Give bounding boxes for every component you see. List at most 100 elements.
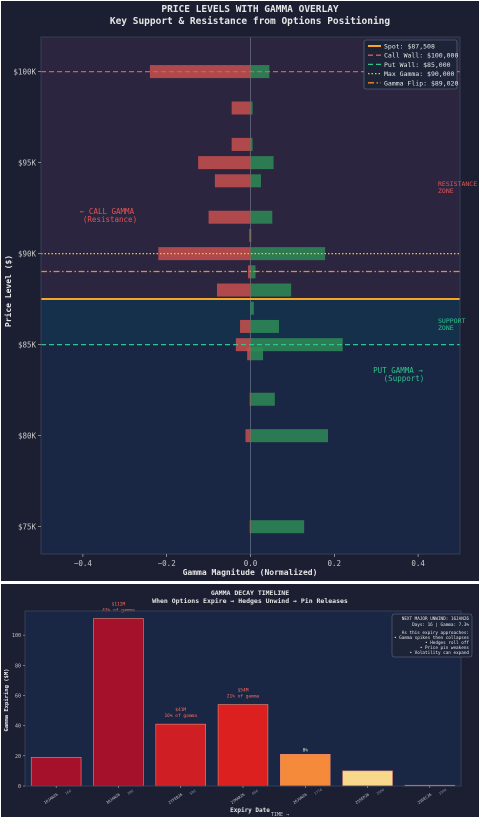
info-line-6: • Price pin weakens xyxy=(420,645,470,651)
y-tick-label: 100 xyxy=(12,633,21,639)
y-tick-label: 0 xyxy=(18,784,21,790)
call-gamma-bar xyxy=(198,156,251,170)
reference-lines xyxy=(41,70,460,346)
put-gamma-bar xyxy=(250,319,279,333)
chart1-x-ticks: −0.4 −0.2 0.0 0.2 0.4 xyxy=(74,554,425,568)
bar-value-label: $54M xyxy=(238,688,249,694)
call-gamma-bar xyxy=(214,174,251,188)
call-gamma-bar xyxy=(249,392,251,406)
bar-value-label: $41M xyxy=(175,707,186,713)
put-gamma-bar xyxy=(250,265,256,279)
put-gamma-bar xyxy=(250,301,254,315)
legend-box xyxy=(363,39,458,90)
call-gamma-bar xyxy=(249,228,251,242)
chart1-y-ticks: $75K $80K $85K $90K $95K $100K xyxy=(13,68,41,532)
resistance-zone-label: RESISTANCE xyxy=(438,180,477,188)
x-tick-label: −0.4 xyxy=(74,559,93,568)
info-line-7: • Volatility can expand xyxy=(410,650,470,656)
x-tick-label: −0.2 xyxy=(158,559,176,568)
info-line-1: NEXT MAJOR UNWIND: 16JAN26 xyxy=(402,616,470,622)
put-gamma-bar xyxy=(250,429,329,443)
info-box-frame xyxy=(391,613,473,658)
chart2-subtitle: When Options Expire → Hedges Unwind → Pi… xyxy=(152,597,348,605)
call-gamma-annotation: ← CALL GAMMA xyxy=(80,207,135,216)
chart2-y-ticks: 0 20 40 60 80 100 xyxy=(12,633,25,790)
put-gamma-annotation: PUT GAMMA → xyxy=(373,366,423,375)
chart2-xlabel-suffix: TIME → xyxy=(271,812,289,818)
legend-label-call-wall: Call Wall: $100,000 xyxy=(384,52,458,60)
y-tick-label: $90K xyxy=(18,250,37,259)
call-gamma-bar xyxy=(249,520,251,534)
expiry-bar xyxy=(155,723,206,787)
resistance-zone-label-sub: ZONE xyxy=(438,187,454,195)
y-tick-label: $100K xyxy=(13,68,36,77)
expiry-bar xyxy=(217,704,269,787)
support-zone-label-sub: ZONE xyxy=(438,324,454,332)
put-gamma-annotation-sub: (Support) xyxy=(384,374,425,383)
chart2-ylabel: Gamma Expiring ($M) xyxy=(4,669,10,732)
chart1-bars xyxy=(149,65,343,534)
put-gamma-bar xyxy=(250,247,326,261)
put-gamma-bar xyxy=(250,156,274,170)
call-gamma-bar xyxy=(240,319,251,333)
call-gamma-bar xyxy=(149,65,251,79)
legend-label-spot: Spot: $87,508 xyxy=(384,43,435,51)
chart1-ylabel: Price Level ($) xyxy=(3,255,13,327)
y-tick-label: 80 xyxy=(15,663,21,669)
x-tick-days: 359d xyxy=(438,788,447,796)
put-gamma-bar xyxy=(250,101,253,115)
y-tick-label: $85K xyxy=(18,341,37,350)
expiry-bar xyxy=(342,770,393,787)
expiry-bar xyxy=(30,757,82,787)
x-tick-label: 0.4 xyxy=(411,559,425,568)
call-gamma-annotation-sub: (Resistance) xyxy=(83,215,137,224)
call-gamma-bar xyxy=(231,101,251,115)
y-tick-label: 40 xyxy=(15,724,21,730)
support-zone-label: SUPPORT xyxy=(438,317,465,325)
chart1-xlabel: Gamma Magnitude (Normalized) xyxy=(183,567,318,577)
info-line-3: As this expiry approaches: xyxy=(402,630,469,636)
put-gamma-bar xyxy=(250,347,264,361)
unwind-info-box: NEXT MAJOR UNWIND: 16JAN26 Days: 16 | Ga… xyxy=(391,613,473,658)
x-tick-days: 177d xyxy=(314,788,323,796)
put-gamma-bar xyxy=(250,137,253,151)
call-gamma-bar xyxy=(158,247,251,261)
expiry-bar xyxy=(93,618,144,787)
info-line-4: • Gamma spikes then collapses xyxy=(394,635,469,641)
call-gamma-bar xyxy=(247,347,251,361)
chart1-subtitle: Key Support & Resistance from Options Po… xyxy=(110,16,391,27)
x-tick-days: 86d xyxy=(251,789,258,796)
bar-share-label: 21% of gamma xyxy=(227,694,260,700)
y-tick-label: $95K xyxy=(18,159,37,168)
x-tick-days: 268d xyxy=(376,788,385,796)
call-gamma-bar xyxy=(216,283,251,297)
legend-label-put-wall: Put Wall: $85,000 xyxy=(384,61,451,69)
legend-label-gamma-flip: Gamma Flip: $89,020 xyxy=(384,79,458,87)
put-gamma-bar xyxy=(250,392,275,406)
x-tick-days: 58d xyxy=(189,789,196,796)
put-gamma-bar xyxy=(250,228,252,242)
y-tick-label: 20 xyxy=(15,754,21,760)
chart2-xlabel: Expiry Date xyxy=(230,807,270,814)
bar-value-label: $112M xyxy=(112,602,126,608)
chart2-bars xyxy=(30,618,456,787)
call-gamma-bar xyxy=(208,210,251,224)
legend-label-max-gamma: Max Gamma: $90,000 xyxy=(384,70,455,78)
chart1-plot-area xyxy=(40,36,461,555)
bar-value-label: 8% xyxy=(303,747,309,753)
put-gamma-bar xyxy=(250,210,273,224)
chart1-title: PRICE LEVELS WITH GAMMA OVERLAY xyxy=(161,4,339,15)
bar-share-label: 43% of gamma xyxy=(102,608,135,614)
put-gamma-bar xyxy=(250,338,343,352)
y-tick-label: $75K xyxy=(18,523,37,532)
call-gamma-bar xyxy=(245,429,251,443)
put-gamma-bar xyxy=(250,283,292,297)
put-gamma-bar xyxy=(250,520,305,534)
y-tick-label: $80K xyxy=(18,432,37,441)
x-tick-label: 0.2 xyxy=(328,559,342,568)
chart2-title: GAMMA DECAY TIMELINE xyxy=(211,589,289,597)
